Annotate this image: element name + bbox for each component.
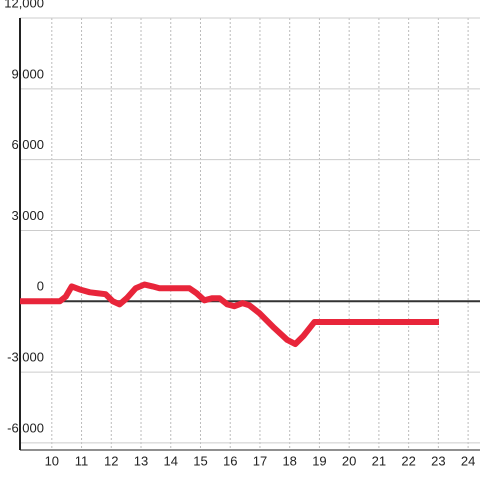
x-tick-label: 16 [223, 453, 237, 468]
y-tick-label: -3,000 [7, 350, 44, 365]
x-tick-label: 11 [75, 453, 89, 468]
y-tick-label: -6,000 [7, 420, 44, 435]
y-tick-label: 3,000 [11, 208, 44, 223]
x-tick-label: 20 [342, 453, 356, 468]
x-tick-label: 23 [431, 453, 445, 468]
y-tick-label: 0 [37, 279, 44, 294]
y-tick-label: 6,000 [11, 137, 44, 152]
x-tick-label: 22 [401, 453, 415, 468]
x-tick-label: 19 [312, 453, 326, 468]
x-tick-label: 13 [134, 453, 148, 468]
line-series [20, 281, 439, 348]
x-tick-label: 14 [164, 453, 178, 468]
x-tick-label: 24 [461, 453, 475, 468]
x-tick-label: 17 [253, 453, 267, 468]
y-tick-label: 12,000 [4, 0, 44, 10]
x-tick-label: 15 [193, 453, 207, 468]
y-tick-label: 9,000 [11, 66, 44, 81]
x-tick-label: 21 [372, 453, 386, 468]
x-tick-label: 18 [282, 453, 296, 468]
x-tick-label: 10 [45, 453, 59, 468]
x-tick-label: 12 [104, 453, 118, 468]
